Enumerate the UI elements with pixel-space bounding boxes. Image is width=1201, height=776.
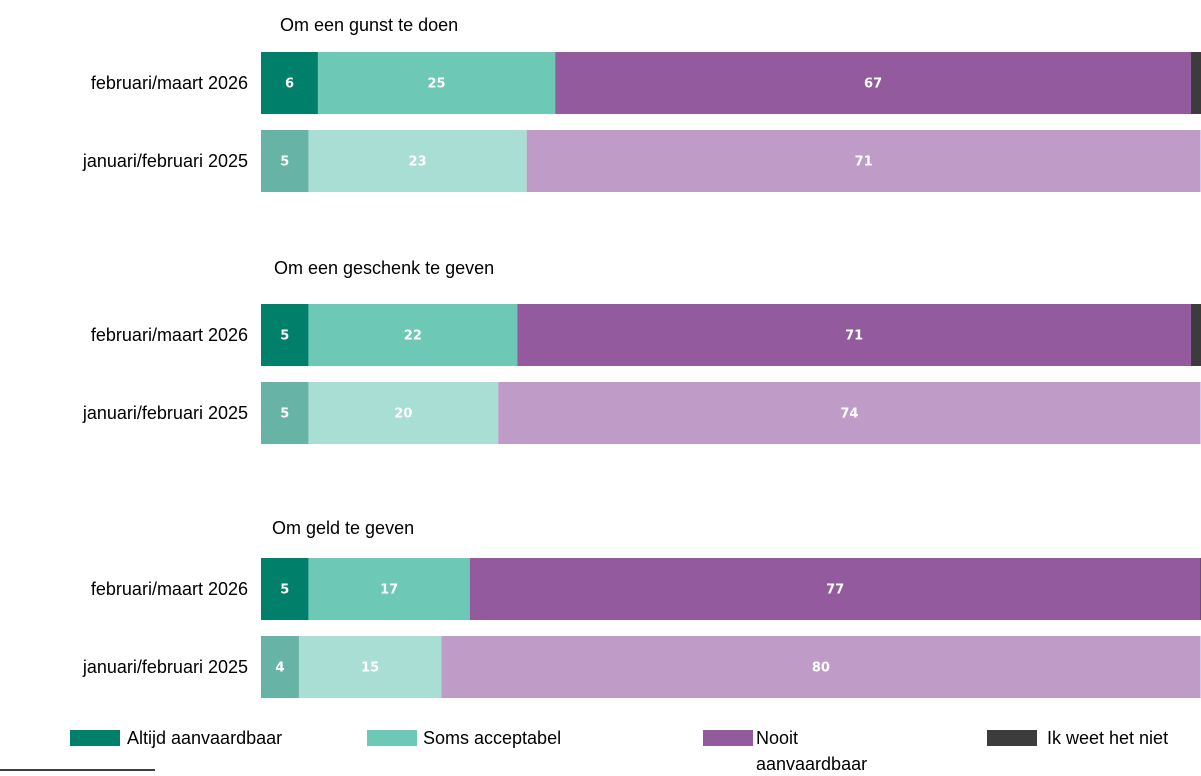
bar-segment (308, 304, 518, 366)
bar-segment (469, 558, 1201, 620)
data-label: 5 (280, 407, 289, 422)
bar-segment (261, 304, 309, 366)
legend-label: Soms acceptabel (423, 728, 562, 748)
data-label: 17 (380, 583, 398, 598)
row-label: januari/februari 2025 (82, 403, 248, 423)
legend-label: Altijd aanvaardbaar (127, 728, 283, 748)
panel-title: Om een gunst te doen (280, 15, 459, 35)
row-label: januari/februari 2025 (82, 657, 248, 677)
panel-title: Om een geschenk te geven (274, 258, 495, 278)
legend-swatch (70, 730, 120, 746)
bar-segment (317, 52, 556, 114)
bar-segment (1191, 52, 1201, 114)
data-label: 67 (864, 77, 882, 92)
bar-segment (441, 636, 1201, 698)
bar-segment (261, 130, 309, 192)
panel-title: Om geld te geven (272, 518, 415, 538)
legend-label: Ik weet het niet (1047, 728, 1169, 748)
bar-segment (261, 558, 309, 620)
bar-segment (261, 382, 309, 444)
data-label: 74 (840, 407, 858, 422)
data-label: 77 (826, 583, 844, 598)
bar-segment (261, 52, 318, 114)
row-label: februari/maart 2026 (90, 73, 248, 93)
bar-segment (261, 636, 299, 698)
data-label: 80 (812, 661, 830, 676)
data-label: 5 (280, 329, 289, 344)
data-label: 4 (275, 661, 284, 676)
data-label: 15 (361, 661, 379, 676)
data-label: 5 (280, 155, 289, 170)
legend-swatch (987, 730, 1037, 746)
data-label: 71 (855, 155, 873, 170)
bar-segment (308, 130, 527, 192)
row-label: januari/februari 2025 (82, 151, 248, 171)
bar-segment (308, 558, 470, 620)
row-label: februari/maart 2026 (90, 579, 248, 599)
data-label: 23 (409, 155, 427, 170)
row-label: februari/maart 2026 (90, 325, 248, 345)
legend-swatch (367, 730, 417, 746)
data-label: 71 (845, 329, 863, 344)
bar-segment (498, 382, 1201, 444)
bar-segment (1191, 304, 1201, 366)
data-label: 5 (280, 583, 289, 598)
bar-segment (308, 382, 499, 444)
legend-swatch (703, 730, 753, 746)
bar-segment (555, 52, 1192, 114)
bar-segment (526, 130, 1201, 192)
bar-segment (517, 304, 1192, 366)
data-label: 25 (428, 77, 446, 92)
bar-segment (298, 636, 442, 698)
data-label: 6 (285, 77, 294, 92)
legend-label: Nooit aanvaardbaar (756, 728, 868, 774)
data-label: 20 (394, 407, 412, 422)
data-label: 22 (404, 329, 422, 344)
